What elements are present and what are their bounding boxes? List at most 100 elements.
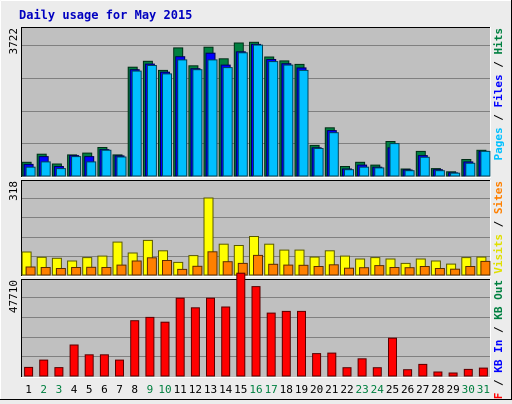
x-tick-label: 14 (219, 383, 233, 396)
legend-middle: Visits / Sites (492, 181, 505, 274)
x-tick-label: 24 (371, 383, 385, 396)
bar-pages-day-11 (177, 59, 188, 177)
bar-sites-day-14 (222, 261, 233, 276)
bar-sites-day-25 (389, 267, 400, 276)
x-tick-label: 12 (189, 383, 202, 396)
bar-pages-day-17 (268, 61, 279, 177)
bar-sites-day-2 (40, 267, 51, 276)
legend-entry: Sites (492, 181, 505, 214)
bar-pages-day-15 (237, 52, 248, 177)
x-tick-label: 3 (56, 383, 63, 396)
bar-kbytes-day-4 (69, 344, 79, 377)
legend-entry: / (492, 214, 505, 234)
bar-kbytes-day-21 (327, 352, 337, 377)
x-tick-label: 31 (477, 383, 490, 396)
bar-sites-day-29 (450, 268, 461, 276)
bar-kbytes-day-17 (266, 312, 276, 377)
x-tick-label: 19 (295, 383, 308, 396)
bar-sites-day-6 (101, 267, 112, 276)
bar-kbytes-day-30 (463, 368, 473, 377)
x-tick-label: 7 (116, 383, 123, 396)
x-tick-label: 18 (280, 383, 293, 396)
bar-kbytes-day-7 (115, 359, 124, 377)
bar-sites-day-12 (192, 265, 203, 276)
bar-sites-day-26 (404, 267, 415, 276)
bar-kbytes-day-11 (175, 297, 185, 377)
bar-sites-day-17 (268, 263, 279, 276)
axis-max-label: 3722 (7, 28, 20, 55)
bar-pages-day-2 (40, 161, 51, 177)
x-tick-label: 5 (86, 383, 93, 396)
panel-top: 3722 Pages / Files / Hits (7, 27, 505, 178)
legend-entry: Visits (492, 234, 505, 274)
bar-pages-day-22 (344, 169, 354, 177)
legend-entry: Pages (492, 127, 505, 160)
bar-pages-day-8 (131, 70, 142, 177)
bar-pages-day-5 (86, 161, 97, 177)
x-tick-label: 28 (431, 383, 444, 396)
bar-kbytes-day-26 (403, 369, 413, 377)
bar-pages-day-13 (207, 59, 218, 177)
x-tick-label: 9 (147, 383, 154, 396)
bar-pages-day-6 (101, 149, 112, 177)
bar-pages-day-25 (389, 143, 400, 177)
bar-kbytes-day-6 (99, 354, 109, 377)
x-tick-label: 20 (310, 383, 323, 396)
legend-entry: / (492, 320, 505, 340)
bar-kbytes-day-12 (190, 307, 200, 377)
x-tick-label: 26 (401, 383, 414, 396)
bar-pages-day-18 (283, 64, 294, 177)
bar-sites-day-4 (71, 267, 82, 276)
bar-sites-day-21 (328, 264, 339, 276)
x-tick-label: 2 (40, 383, 47, 396)
x-tick-label: 8 (131, 383, 138, 396)
bar-pages-day-21 (328, 132, 339, 177)
bar-kbytes-day-27 (418, 363, 428, 377)
bar-pages-day-7 (116, 156, 127, 177)
bar-sites-day-18 (283, 264, 294, 276)
bar-sites-day-27 (419, 266, 430, 276)
bar-pages-day-26 (404, 170, 415, 177)
legend-entry: KB F (492, 393, 505, 400)
bar-pages-day-4 (71, 156, 82, 177)
bar-kbytes-day-19 (297, 310, 306, 377)
x-tick-label: 13 (204, 383, 217, 396)
bar-pages-day-9 (146, 65, 157, 177)
bar-pages-day-31 (480, 150, 491, 177)
bar-sites-day-8 (131, 260, 142, 276)
x-tick-label: 4 (71, 383, 78, 396)
bar-kbytes-day-5 (84, 354, 94, 377)
x-tick-label: 25 (386, 383, 399, 396)
legend-entry: Files (492, 74, 505, 107)
x-tick-label: 21 (325, 383, 338, 396)
legend-top: Pages / Files / Hits (492, 28, 505, 161)
bar-pages-day-29 (450, 172, 461, 177)
bar-kbytes-day-3 (54, 367, 64, 377)
bar-pages-day-24 (374, 167, 385, 177)
panel-bottom: 47710 KB F / KB In / KB Out (7, 272, 505, 404)
bar-pages-day-12 (192, 69, 203, 177)
x-tick-label: 11 (174, 383, 187, 396)
bar-kbytes-day-29 (448, 372, 458, 377)
bar-pages-day-27 (419, 156, 430, 177)
bar-pages-day-28 (434, 170, 445, 177)
legend-entry: / (492, 373, 505, 393)
x-tick-label: 16 (249, 383, 262, 396)
bar-sites-day-3 (55, 268, 66, 276)
legend-bottom: KB F / KB In / KB Out (492, 280, 505, 400)
chart-title: Daily usage for May 2015 (19, 8, 192, 22)
x-tick-label: 1 (25, 383, 32, 396)
bar-pages-day-23 (359, 166, 370, 177)
x-tick-label: 22 (340, 383, 353, 396)
bar-pages-day-3 (55, 168, 66, 177)
bar-kbytes-day-24 (372, 367, 382, 377)
x-tick-label: 17 (265, 383, 278, 396)
bar-sites-day-9 (146, 257, 157, 276)
legend-entry: Hits (492, 28, 505, 55)
bar-sites-day-11 (177, 268, 188, 276)
bar-sites-day-1 (25, 266, 36, 276)
bar-sites-day-19 (298, 264, 309, 276)
bar-pages-day-1 (25, 166, 36, 177)
x-tick-label: 29 (446, 383, 459, 396)
